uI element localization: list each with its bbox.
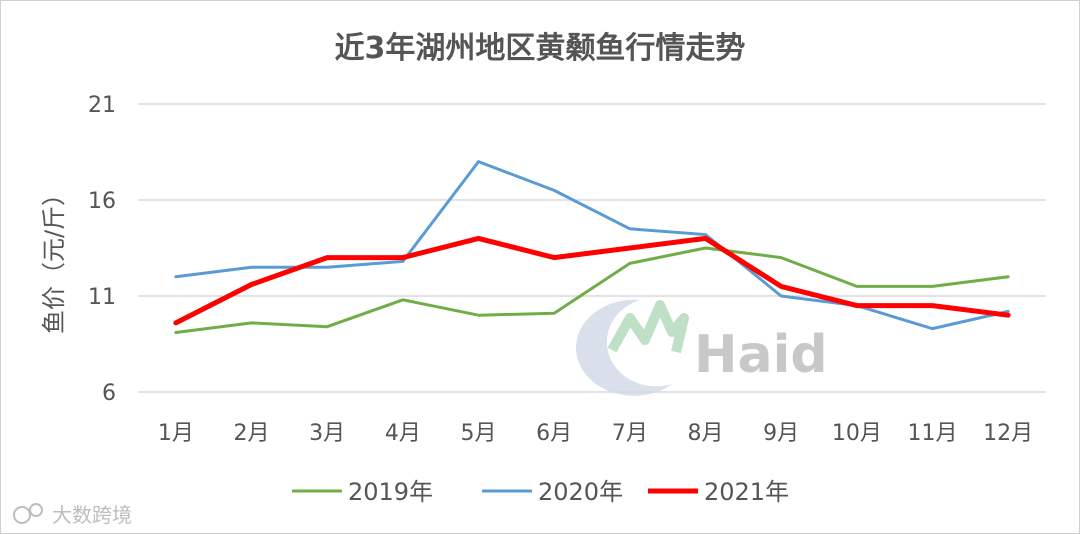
x-tick-label: 3月 <box>309 421 345 446</box>
x-tick-label: 10月 <box>832 421 882 446</box>
y-tick-label: 6 <box>102 381 116 406</box>
x-tick-label: 1月 <box>158 421 194 446</box>
series-line <box>174 246 1010 334</box>
legend-label: 2021年 <box>704 478 789 506</box>
x-tick-label: 7月 <box>612 421 648 446</box>
series-lines <box>173 160 1011 334</box>
series-line <box>173 235 1011 326</box>
legend: 2019年 2020年 2021年 <box>292 478 789 506</box>
corner-logo-icon-2 <box>29 503 43 517</box>
watermark-wave-icon <box>607 300 689 354</box>
legend-label: 2019年 <box>348 478 433 506</box>
chart-title: 近3年湖州地区黄颡鱼行情走势 <box>335 31 746 66</box>
legend-label: 2020年 <box>538 478 623 506</box>
x-tick-label: 4月 <box>385 421 421 446</box>
x-tick-label: 8月 <box>688 421 724 446</box>
x-tick-label: 6月 <box>536 421 572 446</box>
x-tick-label: 2月 <box>234 421 270 446</box>
watermark-text: Haid <box>694 325 828 385</box>
corner-logo-icon <box>13 506 31 524</box>
y-axis-ticks: 6 11 16 21 <box>88 93 116 406</box>
y-axis-label: 鱼价（元/斤） <box>40 182 68 334</box>
y-tick-label: 21 <box>88 93 116 118</box>
series-line <box>174 160 1010 331</box>
haid-watermark-logo: Haid <box>575 299 828 396</box>
corner-watermark: 大数跨境 <box>13 503 132 527</box>
corner-label: 大数跨境 <box>52 503 132 527</box>
x-tick-label: 5月 <box>461 421 497 446</box>
x-tick-label: 11月 <box>908 421 958 446</box>
x-tick-label: 12月 <box>983 421 1033 446</box>
watermark-crescent-icon <box>575 299 672 396</box>
y-tick-label: 11 <box>88 285 116 310</box>
gridlines <box>138 103 1046 393</box>
x-axis-ticks: 1月 2月 3月 4月 5月 6月 7月 8月 9月 10月 11月 12月 <box>158 421 1033 446</box>
x-tick-label: 9月 <box>763 421 799 446</box>
y-tick-label: 16 <box>88 189 116 214</box>
